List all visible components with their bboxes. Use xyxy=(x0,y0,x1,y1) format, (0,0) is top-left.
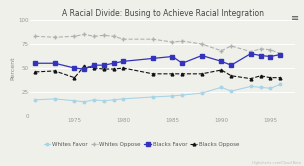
Blacks Oppose xyxy=(200,73,204,75)
Whites Favor xyxy=(92,99,96,101)
Whites Favor xyxy=(268,87,272,89)
Whites Oppose xyxy=(171,41,174,43)
Blacks Favor xyxy=(268,55,272,57)
Legend: Whites Favor, Whites Oppose, Blacks Favor, Blacks Oppose: Whites Favor, Whites Oppose, Blacks Favo… xyxy=(42,140,241,150)
Whites Oppose xyxy=(122,38,125,40)
Whites Oppose xyxy=(112,35,116,37)
Line: Blacks Oppose: Blacks Oppose xyxy=(34,65,282,80)
Blacks Favor xyxy=(82,68,86,70)
Whites Favor xyxy=(278,83,282,85)
Blacks Oppose xyxy=(122,67,125,69)
Whites Favor xyxy=(259,86,262,88)
Whites Oppose xyxy=(268,49,272,51)
Blacks Favor xyxy=(112,62,116,64)
Blacks Oppose xyxy=(259,75,262,77)
Blacks Favor xyxy=(278,54,282,56)
Whites Favor xyxy=(82,101,86,103)
Whites Favor xyxy=(53,98,57,100)
Blacks Oppose xyxy=(219,69,223,71)
Whites Oppose xyxy=(259,48,262,50)
Whites Favor xyxy=(151,96,155,98)
Title: A Racial Divide: Busing to Achieve Racial Integration: A Racial Divide: Busing to Achieve Racia… xyxy=(62,9,264,18)
Whites Oppose xyxy=(219,50,223,52)
Blacks Oppose xyxy=(180,73,184,75)
Whites Oppose xyxy=(92,35,96,37)
Text: Highcharts.com/Cloud Beta: Highcharts.com/Cloud Beta xyxy=(252,161,301,165)
Blacks Oppose xyxy=(33,71,37,73)
Whites Favor xyxy=(219,86,223,88)
Whites Favor xyxy=(73,100,76,102)
Blacks Favor xyxy=(122,60,125,62)
Blacks Oppose xyxy=(102,68,106,70)
Blacks Oppose xyxy=(278,77,282,79)
Whites Oppose xyxy=(53,36,57,38)
Whites Favor xyxy=(112,99,116,101)
Whites Oppose xyxy=(200,43,204,45)
Blacks Favor xyxy=(180,62,184,64)
Whites Oppose xyxy=(151,38,155,40)
Blacks Oppose xyxy=(82,65,86,67)
Whites Favor xyxy=(102,100,106,102)
Whites Oppose xyxy=(73,35,76,37)
Blacks Oppose xyxy=(112,68,116,70)
Blacks Favor xyxy=(230,64,233,66)
Blacks Favor xyxy=(53,62,57,64)
Blacks Oppose xyxy=(171,73,174,75)
Line: Whites Favor: Whites Favor xyxy=(34,83,282,103)
Blacks Favor xyxy=(200,55,204,57)
Blacks Oppose xyxy=(268,77,272,79)
Text: ≡: ≡ xyxy=(291,13,299,23)
Whites Favor xyxy=(180,94,184,96)
Blacks Oppose xyxy=(92,67,96,69)
Whites Oppose xyxy=(82,33,86,35)
Whites Oppose xyxy=(278,53,282,55)
Whites Oppose xyxy=(180,40,184,42)
Whites Favor xyxy=(33,99,37,101)
Blacks Favor xyxy=(219,60,223,62)
Whites Oppose xyxy=(249,51,253,53)
Whites Favor xyxy=(200,92,204,94)
Whites Oppose xyxy=(230,45,233,47)
Blacks Favor xyxy=(73,67,76,69)
Blacks Favor xyxy=(259,55,262,57)
Blacks Oppose xyxy=(53,70,57,72)
Blacks Favor xyxy=(249,53,253,55)
Blacks Oppose xyxy=(230,75,233,77)
Blacks Oppose xyxy=(151,73,155,75)
Whites Oppose xyxy=(102,34,106,36)
Blacks Favor xyxy=(171,55,174,57)
Blacks Favor xyxy=(33,62,37,64)
Line: Whites Oppose: Whites Oppose xyxy=(33,32,282,56)
Blacks Oppose xyxy=(249,78,253,80)
Whites Oppose xyxy=(33,35,37,37)
Blacks Oppose xyxy=(73,77,76,79)
Blacks Favor xyxy=(151,57,155,59)
Whites Favor xyxy=(230,90,233,92)
Y-axis label: Percent: Percent xyxy=(11,56,16,80)
Whites Favor xyxy=(171,95,174,97)
Blacks Favor xyxy=(92,64,96,66)
Line: Blacks Favor: Blacks Favor xyxy=(33,52,282,71)
Whites Favor xyxy=(249,85,253,87)
Whites Favor xyxy=(122,98,125,100)
Blacks Favor xyxy=(102,64,106,66)
